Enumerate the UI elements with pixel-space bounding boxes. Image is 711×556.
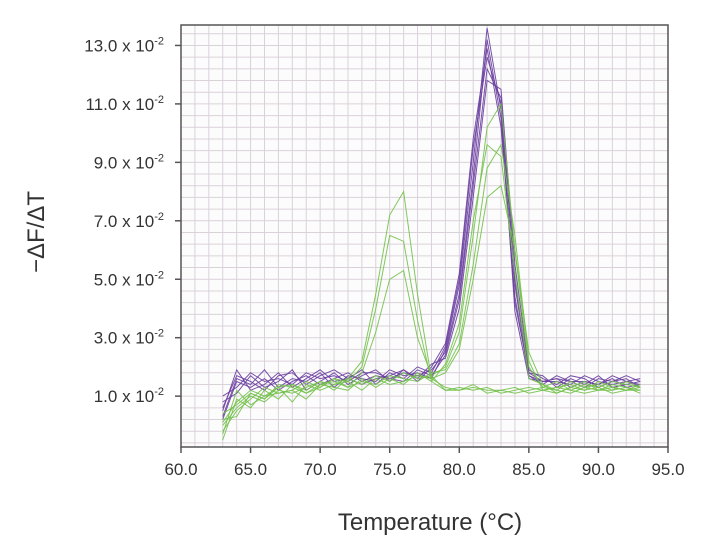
x-tick-label: 85.0 [512, 460, 545, 479]
x-tick-label: 75.0 [373, 460, 406, 479]
y-tick-exponent: -2 [154, 386, 164, 398]
y-tick-label: 1.0 x 10-2 [94, 386, 164, 406]
axes [175, 24, 669, 453]
y-tick-exponent: -2 [154, 211, 164, 223]
x-tick-label: 65.0 [234, 460, 267, 479]
y-tick-exponent: -2 [154, 35, 164, 47]
y-tick-label: 13.0 x 10-2 [84, 35, 164, 55]
x-axis-title: Temperature (°C) [338, 509, 522, 536]
x-tick-label: 80.0 [443, 460, 476, 479]
series-group [222, 27, 641, 441]
x-tick-label: 90.0 [582, 460, 615, 479]
plot-frame [180, 24, 669, 448]
series-line-green-7 [222, 269, 641, 415]
y-tick-label: 7.0 x 10-2 [94, 211, 164, 231]
y-tick-exponent: -2 [154, 269, 164, 281]
tick-labels: 60.0 65.0 70.0 75.0 80.0 85.0 90.0 95.0 1.0 x 10… [84, 35, 684, 479]
y-tick-exponent: -2 [154, 152, 164, 164]
series-line-green-5 [222, 190, 641, 423]
x-tick-label: 95.0 [651, 460, 684, 479]
y-axis-title: −ΔF/ΔT [23, 191, 50, 273]
series-line-purple-3 [222, 79, 641, 403]
series-line-green-6 [222, 234, 641, 432]
y-tick-exponent: -2 [154, 328, 164, 340]
y-tick-exponent: -2 [154, 94, 164, 106]
y-tick-label: 3.0 x 10-2 [94, 328, 164, 348]
y-tick-label: 11.0 x 10-2 [86, 94, 164, 114]
y-tick-label: 9.0 x 10-2 [94, 152, 164, 172]
y-tick-label: 5.0 x 10-2 [94, 269, 164, 289]
x-tick-label: 70.0 [304, 460, 337, 479]
x-tick-label: 60.0 [164, 460, 197, 479]
